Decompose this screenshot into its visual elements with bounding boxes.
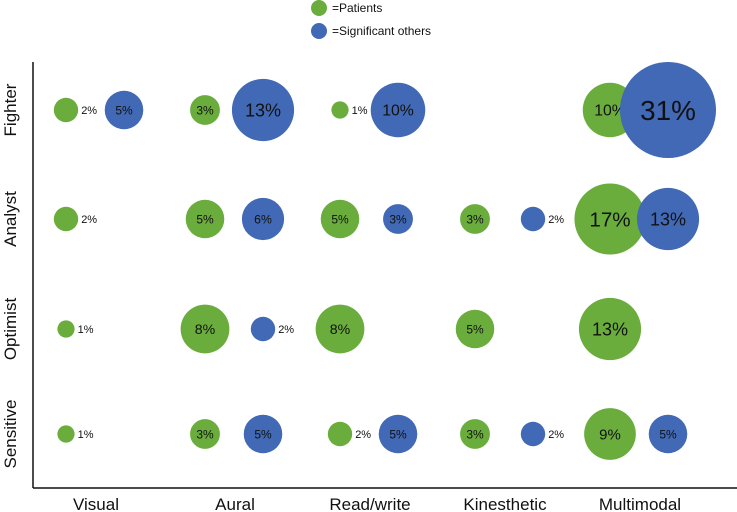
x-tick-labels: Visual Aural Read/write Kinesthetic Multimod… xyxy=(73,495,681,512)
legend-label-patients: =Patients xyxy=(332,1,382,15)
y-tick-analyst: Analyst xyxy=(1,191,20,247)
bubble-label-significant-others-read-write-fighter: 10% xyxy=(382,103,414,120)
bubble-label-significant-others-read-write-analyst: 3% xyxy=(389,212,407,226)
bubble-patients-multimodal-analyst xyxy=(574,183,646,255)
bubble-label-patients-aural-optimist: 8% xyxy=(195,321,216,337)
bubble-label-patients-read-write-optimist: 8% xyxy=(330,321,351,337)
y-tick-fighter: Fighter xyxy=(1,83,20,136)
bubble-significant-others-aural-sensitive xyxy=(243,414,283,454)
bubble-significant-others-multimodal-sensitive xyxy=(648,414,688,454)
bubble-label-patients-multimodal-optimist: 13% xyxy=(592,319,628,339)
bubble-patients-aural-fighter xyxy=(190,95,220,125)
bubble-significant-others-read-write-fighter xyxy=(370,82,426,138)
bubble-patients-kinesthetic-optimist xyxy=(455,309,495,349)
legend-marker-patients xyxy=(311,0,327,16)
bubble-label-significant-others-kinesthetic-sensitive: 2% xyxy=(548,429,564,441)
legend-label-significant-others: =Significant others xyxy=(332,24,431,38)
bubble-label-patients-multimodal-sensitive: 9% xyxy=(599,426,621,443)
bubble-label-significant-others-aural-fighter: 13% xyxy=(245,100,281,120)
bubble-significant-others-read-write-analyst xyxy=(383,204,413,234)
bubble-label-significant-others-multimodal-analyst: 13% xyxy=(650,209,686,229)
bubble-label-patients-kinesthetic-analyst: 3% xyxy=(466,212,484,226)
bubble-patients-multimodal-optimist xyxy=(578,297,642,361)
bubble-label-patients-multimodal-analyst: 17% xyxy=(589,208,630,231)
bubbles: 2% 3% 1% 10% 2% 5% 5% 3% 17% 1% 8% 8% 5% 13% 1% 3% 2% 3% 9… xyxy=(53,62,716,460)
x-tick-visual: Visual xyxy=(73,495,119,512)
bubble-significant-others-multimodal-fighter xyxy=(620,62,716,158)
y-tick-sensitive: Sensitive xyxy=(1,400,20,469)
bubble-patients-visual-optimist xyxy=(57,320,75,338)
bubble-label-significant-others-aural-optimist: 2% xyxy=(278,324,294,336)
bubble-label-patients-visual-optimist: 1% xyxy=(78,324,94,336)
bubble-label-patients-read-write-analyst: 5% xyxy=(331,212,349,226)
bubble-label-patients-kinesthetic-sensitive: 3% xyxy=(466,427,484,441)
bubble-patients-kinesthetic-analyst xyxy=(460,204,490,234)
bubble-label-patients-read-write-sensitive: 2% xyxy=(355,429,371,441)
bubble-label-significant-others-aural-analyst: 6% xyxy=(254,212,272,226)
x-tick-multimodal: Multimodal xyxy=(599,495,681,512)
bubble-significant-others-read-write-sensitive xyxy=(378,414,418,454)
bubble-label-patients-aural-analyst: 5% xyxy=(196,212,214,226)
bubble-significant-others-kinesthetic-analyst xyxy=(520,206,546,232)
bubble-label-patients-multimodal-fighter: 10% xyxy=(594,103,626,120)
bubble-patients-aural-sensitive xyxy=(190,419,220,449)
y-tick-labels: Fighter Analyst Optimist Sensitive xyxy=(1,83,20,468)
bubble-significant-others-aural-analyst xyxy=(241,197,285,241)
bubble-patients-visual-fighter xyxy=(53,97,79,123)
bubble-label-patients-kinesthetic-optimist: 5% xyxy=(466,322,484,336)
bubble-significant-others-kinesthetic-sensitive xyxy=(520,421,546,447)
bubble-label-patients-visual-analyst: 2% xyxy=(81,214,97,226)
bubble-patients-aural-analyst xyxy=(185,199,225,239)
legend-marker-significant-others xyxy=(311,23,327,39)
bubble-significant-others-visual-fighter xyxy=(104,90,144,130)
bubble-significant-others-aural-fighter xyxy=(231,78,295,142)
bubble-label-significant-others-kinesthetic-analyst: 2% xyxy=(548,214,564,226)
bubble-patients-visual-sensitive xyxy=(57,425,75,443)
bubble-patients-read-write-analyst xyxy=(320,199,360,239)
bubble-label-patients-aural-sensitive: 3% xyxy=(196,427,214,441)
bubble-label-significant-others-aural-sensitive: 5% xyxy=(254,427,272,441)
bubble-patients-visual-analyst xyxy=(53,206,79,232)
bubble-significant-others-multimodal-analyst xyxy=(636,187,700,251)
bubble-label-significant-others-multimodal-sensitive: 5% xyxy=(659,427,677,441)
bubble-patients-read-write-fighter xyxy=(331,101,349,119)
legend: =Patients =Significant others xyxy=(311,0,431,39)
bubble-patients-read-write-optimist xyxy=(315,304,365,354)
y-tick-optimist: Optimist xyxy=(1,298,20,361)
bubble-patients-multimodal-sensitive xyxy=(584,408,636,460)
x-tick-read-write: Read/write xyxy=(329,495,410,512)
bubble-label-significant-others-read-write-sensitive: 5% xyxy=(389,427,407,441)
bubble-label-patients-read-write-fighter: 1% xyxy=(352,105,368,117)
bubble-significant-others-aural-optimist xyxy=(250,316,276,342)
bubble-label-patients-visual-fighter: 2% xyxy=(81,105,97,117)
bubble-label-significant-others-visual-fighter: 5% xyxy=(115,103,133,117)
bubble-label-significant-others-multimodal-fighter: 31% xyxy=(640,95,696,126)
x-tick-aural: Aural xyxy=(215,495,255,512)
bubble-patients-aural-optimist xyxy=(180,304,230,354)
bubble-label-patients-aural-fighter: 3% xyxy=(196,103,214,117)
bubble-patients-kinesthetic-sensitive xyxy=(460,419,490,449)
bubble-label-patients-visual-sensitive: 1% xyxy=(78,429,94,441)
bubble-patients-read-write-sensitive xyxy=(327,421,353,447)
x-tick-kinesthetic: Kinesthetic xyxy=(463,495,547,512)
